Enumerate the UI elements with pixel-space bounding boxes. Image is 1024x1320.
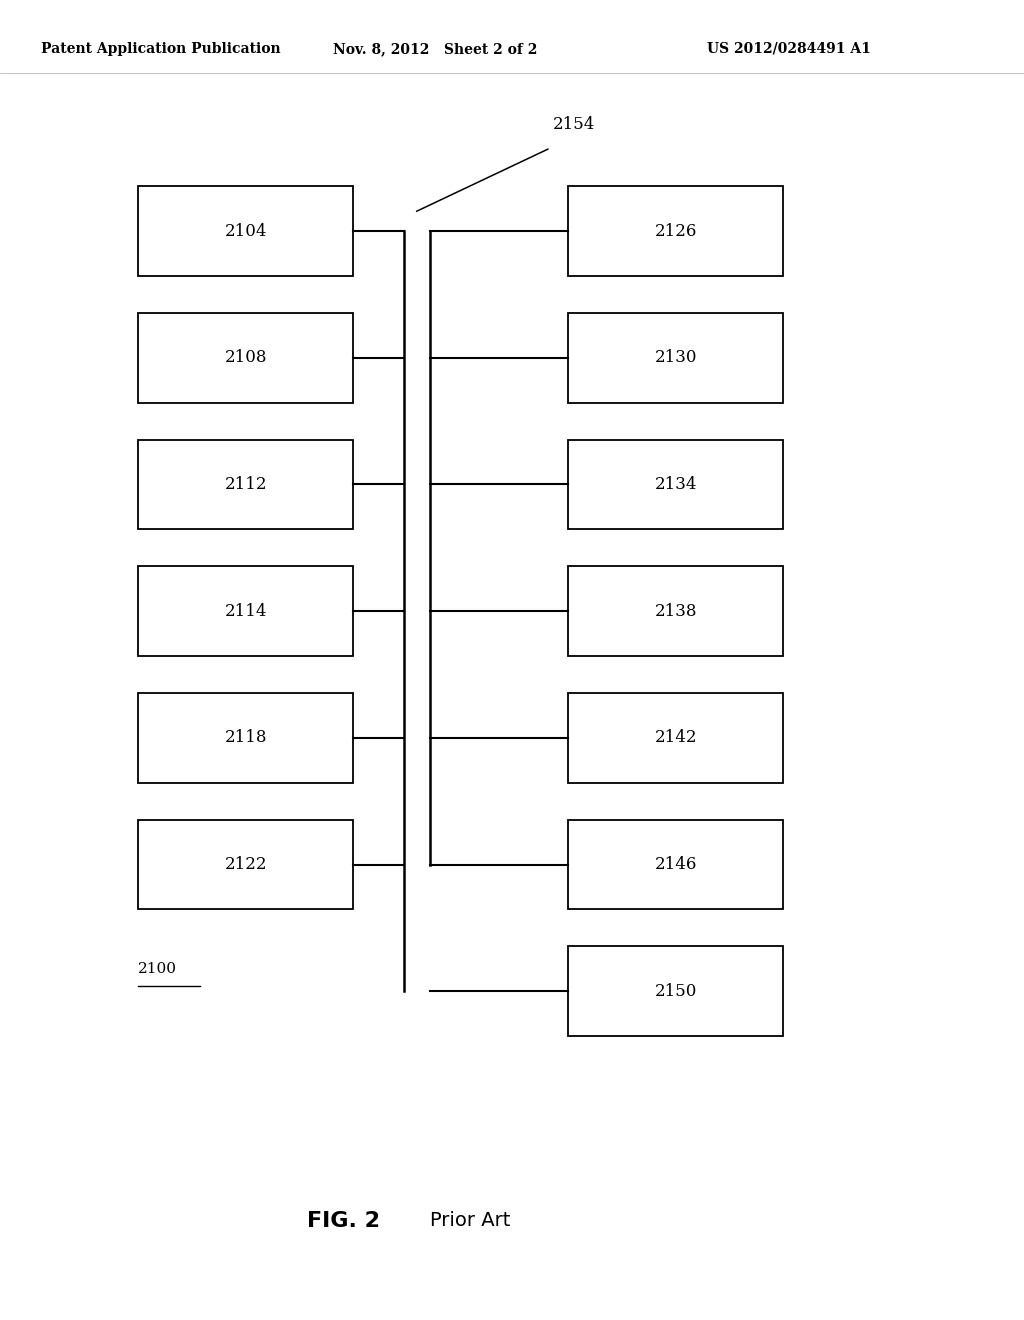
Text: 2150: 2150: [654, 983, 697, 999]
Bar: [138, 693, 353, 783]
Text: US 2012/0284491 A1: US 2012/0284491 A1: [707, 42, 870, 55]
Text: 2100: 2100: [138, 962, 177, 977]
Text: 2112: 2112: [224, 477, 267, 492]
Text: 2118: 2118: [224, 730, 267, 746]
Text: 2114: 2114: [224, 603, 267, 619]
Text: 2126: 2126: [654, 223, 697, 239]
Bar: [568, 440, 783, 529]
Bar: [138, 820, 353, 909]
Text: Nov. 8, 2012   Sheet 2 of 2: Nov. 8, 2012 Sheet 2 of 2: [333, 42, 538, 55]
Text: 2108: 2108: [224, 350, 267, 366]
Text: 2104: 2104: [224, 223, 267, 239]
Text: 2154: 2154: [553, 116, 595, 133]
Text: 2134: 2134: [654, 477, 697, 492]
Text: 2130: 2130: [654, 350, 697, 366]
Text: 2138: 2138: [654, 603, 697, 619]
Bar: [138, 566, 353, 656]
Bar: [568, 693, 783, 783]
Bar: [138, 440, 353, 529]
Bar: [568, 946, 783, 1036]
Bar: [568, 820, 783, 909]
Bar: [568, 313, 783, 403]
Bar: [568, 186, 783, 276]
Bar: [138, 313, 353, 403]
Text: 2122: 2122: [224, 857, 267, 873]
Text: 2146: 2146: [654, 857, 697, 873]
Text: 2142: 2142: [654, 730, 697, 746]
Text: Prior Art: Prior Art: [430, 1212, 510, 1230]
Bar: [138, 186, 353, 276]
Text: FIG. 2: FIG. 2: [307, 1210, 380, 1232]
Bar: [568, 566, 783, 656]
Text: Patent Application Publication: Patent Application Publication: [41, 42, 281, 55]
